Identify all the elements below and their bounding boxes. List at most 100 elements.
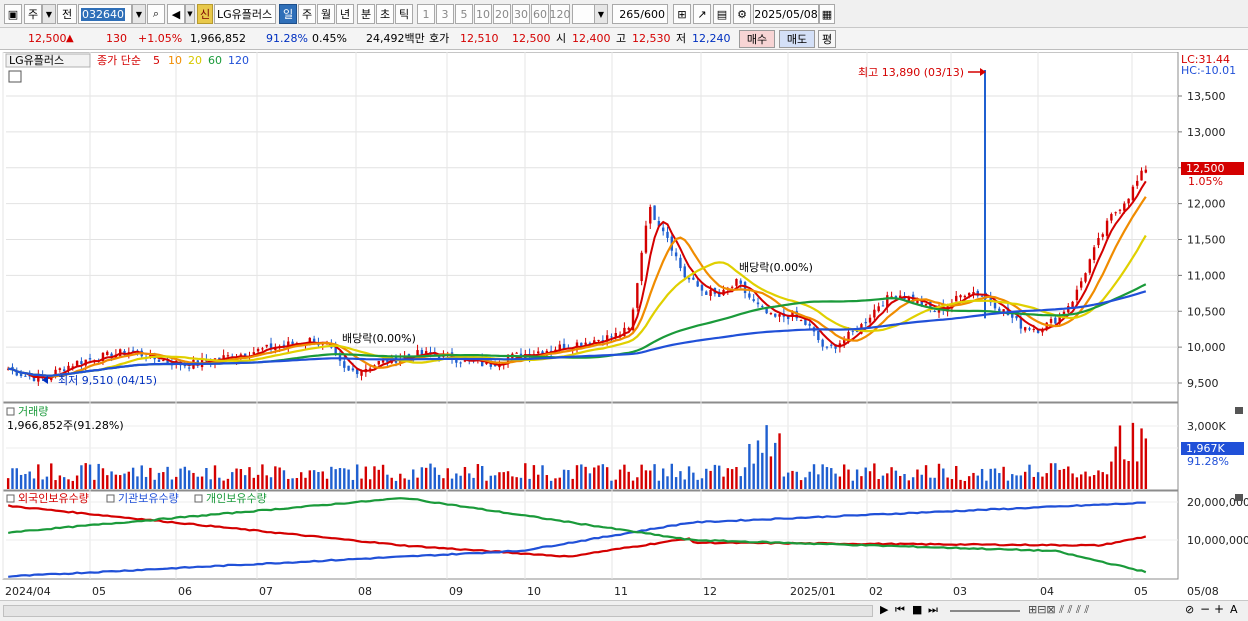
interval-120[interactable]: 120: [550, 4, 571, 24]
candle-body: [657, 221, 661, 227]
volume-bar: [493, 475, 497, 489]
volume-bar: [605, 467, 609, 489]
volume-bar: [657, 480, 661, 489]
volume-bar: [976, 475, 979, 489]
candle-body: [761, 306, 764, 308]
code-input[interactable]: 032640: [78, 4, 132, 24]
interval-5[interactable]: 5: [455, 4, 473, 24]
prev-button[interactable]: 전: [57, 4, 77, 24]
horizontal-scrollbar[interactable]: [3, 605, 873, 617]
volume-toggle-icon[interactable]: [6, 407, 15, 416]
buy-button[interactable]: 매수: [739, 30, 775, 48]
holding-panel-frame: [2, 490, 1179, 580]
period-week-tab[interactable]: 주: [298, 4, 316, 24]
rewind-icon[interactable]: ⏮: [895, 603, 905, 616]
period-second-tab[interactable]: 초: [376, 4, 394, 24]
candle-body: [407, 354, 411, 357]
speaker-dropdown-icon[interactable]: ▼: [185, 4, 195, 24]
period-day-tab[interactable]: 일: [279, 4, 297, 24]
holding-toggle-icon-2[interactable]: [106, 494, 115, 503]
sell-button[interactable]: 매도: [779, 30, 815, 48]
forward-icon[interactable]: ⏭: [928, 603, 938, 616]
auto-scale-icon[interactable]: A: [1230, 603, 1238, 616]
search-icon[interactable]: ⌕: [147, 4, 165, 24]
candle-body: [347, 365, 350, 371]
volume-bar: [252, 477, 255, 489]
volume-bar: [718, 465, 721, 489]
zoom-in-icon[interactable]: +: [1214, 602, 1225, 616]
candle-body: [356, 369, 359, 375]
date-field[interactable]: 2025/05/08: [753, 4, 819, 24]
candle-body: [636, 283, 639, 308]
volume-bar: [610, 480, 613, 489]
volume-bar: [437, 474, 441, 489]
gear-icon[interactable]: ⚙: [733, 4, 751, 24]
volume-bar: [6, 478, 10, 489]
volume-bar: [450, 478, 454, 489]
price-tick-label: 11,000: [1187, 269, 1226, 282]
calendar-icon[interactable]: ▦: [819, 4, 835, 24]
candle-body: [588, 342, 592, 345]
candle-icon[interactable]: ⊞: [673, 4, 691, 24]
candle-body: [386, 358, 389, 363]
volume-bar: [222, 480, 225, 489]
interval-30[interactable]: 30: [512, 4, 530, 24]
volume-bar: [812, 464, 816, 489]
candle-body: [661, 227, 665, 232]
candle-body: [748, 293, 751, 298]
stop-icon[interactable]: ■: [912, 603, 923, 616]
volume-bar: [1058, 469, 1061, 489]
interval-1[interactable]: 1: [417, 4, 435, 24]
save-icon[interactable]: ▤: [713, 4, 731, 24]
period-year-tab[interactable]: 년: [336, 4, 354, 24]
volume-bar: [149, 467, 152, 489]
volume-bar: [360, 478, 363, 489]
volume-bar: [769, 456, 773, 489]
speaker-icon[interactable]: ◀: [167, 4, 185, 24]
count-field[interactable]: 265/600: [612, 4, 668, 24]
interval-60[interactable]: 60: [531, 4, 549, 24]
candle-body: [903, 297, 906, 300]
candle-body: [252, 352, 255, 355]
holding-toggle-icon-3[interactable]: [194, 494, 203, 503]
chevron-down-icon[interactable]: ▼: [42, 4, 56, 24]
candle-body: [54, 369, 57, 376]
period-month-tab[interactable]: 월: [317, 4, 335, 24]
volume-bar: [774, 442, 777, 489]
interval-20[interactable]: 20: [493, 4, 511, 24]
interval-10[interactable]: 10: [474, 4, 492, 24]
zoom-slider[interactable]: [950, 610, 1020, 612]
volume-bar: [959, 479, 962, 489]
candle-body: [739, 280, 742, 284]
code-dropdown-icon[interactable]: ▼: [132, 4, 146, 24]
volume-bar: [338, 468, 342, 489]
credit-badge[interactable]: 신: [197, 4, 213, 24]
volume-close-icon[interactable]: [1235, 407, 1243, 414]
zoom-reset-icon[interactable]: ⊘: [1185, 603, 1195, 616]
period-tick-tab[interactable]: 틱: [395, 4, 413, 24]
view-tools-icon[interactable]: ⊞⊟⊠ ⫽ ⫽ ⫽ ⫽: [1028, 603, 1090, 616]
candle-body: [19, 373, 23, 377]
draw-tool-icon[interactable]: ↗: [693, 4, 711, 24]
period-minute-tab[interactable]: 분: [357, 4, 375, 24]
interval-3[interactable]: 3: [436, 4, 454, 24]
volume-bar: [756, 440, 760, 489]
window-icon[interactable]: ▣: [4, 4, 22, 24]
candle-body: [795, 311, 798, 319]
candle-body: [106, 351, 109, 356]
holding-toggle-icon[interactable]: [6, 494, 15, 503]
avg-button[interactable]: 평: [818, 30, 836, 48]
scroll-right-icon[interactable]: ▶: [880, 603, 889, 616]
x-tick-label: 09: [449, 585, 463, 598]
stock-name-field[interactable]: LG유플러스: [214, 4, 276, 24]
candle-body: [265, 344, 268, 347]
grid-toggle-icon[interactable]: [8, 70, 22, 83]
candle-body: [821, 339, 824, 347]
zoom-out-icon[interactable]: −: [1200, 602, 1211, 616]
type-select[interactable]: 주: [24, 4, 42, 24]
low-arrow-head: [42, 376, 48, 384]
holding-close-icon[interactable]: [1235, 494, 1243, 501]
volume-bar: [351, 479, 355, 489]
trade-amount: 24,492백만: [366, 32, 425, 45]
interval-dropdown-icon[interactable]: ▼: [594, 4, 608, 24]
